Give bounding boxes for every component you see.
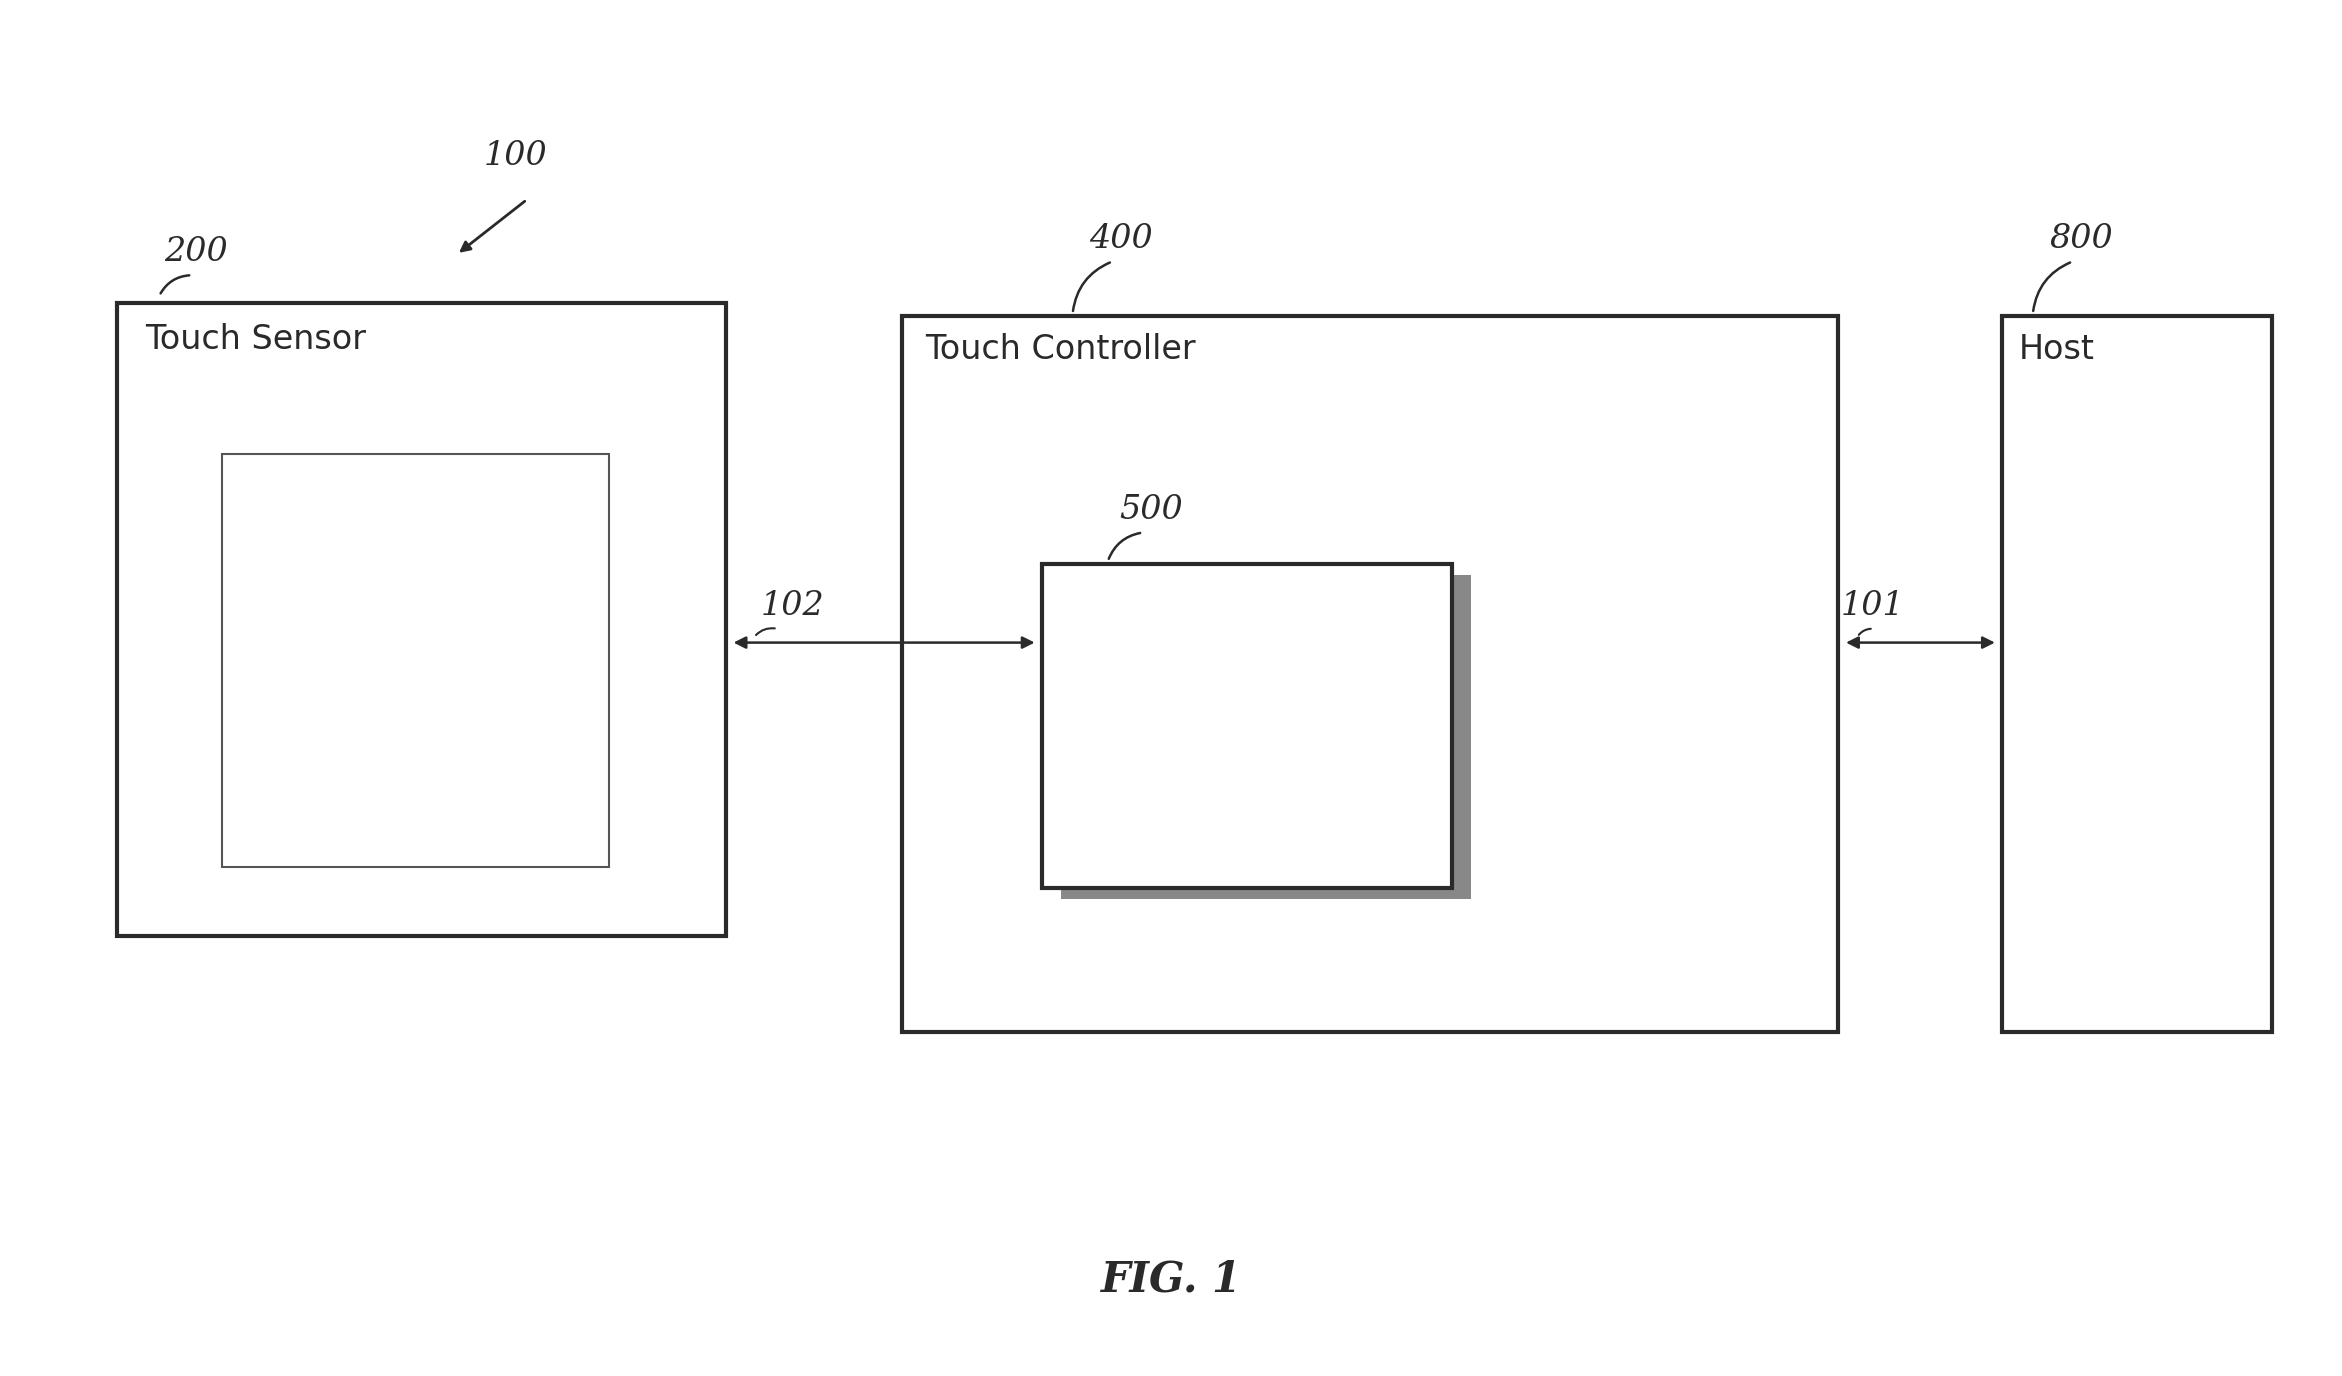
Text: Measuring: Measuring (1059, 667, 1218, 696)
Bar (2002, 316, 2272, 1032)
Text: Capacitance: Capacitance (1059, 582, 1248, 611)
Text: FIG. 1: FIG. 1 (1101, 1259, 1241, 1300)
Bar (902, 316, 1838, 1032)
Bar (1061, 575, 1471, 899)
Text: 800: 800 (2049, 223, 2112, 255)
Text: 500: 500 (1119, 494, 1183, 526)
Bar (1042, 564, 1452, 888)
Text: 200: 200 (164, 237, 227, 268)
Text: 100: 100 (482, 140, 548, 172)
Text: Host: Host (2019, 333, 2094, 366)
Text: 101: 101 (1841, 590, 1904, 622)
Bar (117, 303, 726, 936)
Bar (222, 454, 609, 867)
Text: 400: 400 (1089, 223, 1152, 255)
Text: Touch Controller: Touch Controller (925, 333, 1197, 366)
Text: 102: 102 (761, 590, 824, 622)
Text: Circuit: Circuit (1059, 753, 1157, 782)
Text: Touch Sensor: Touch Sensor (145, 323, 365, 356)
